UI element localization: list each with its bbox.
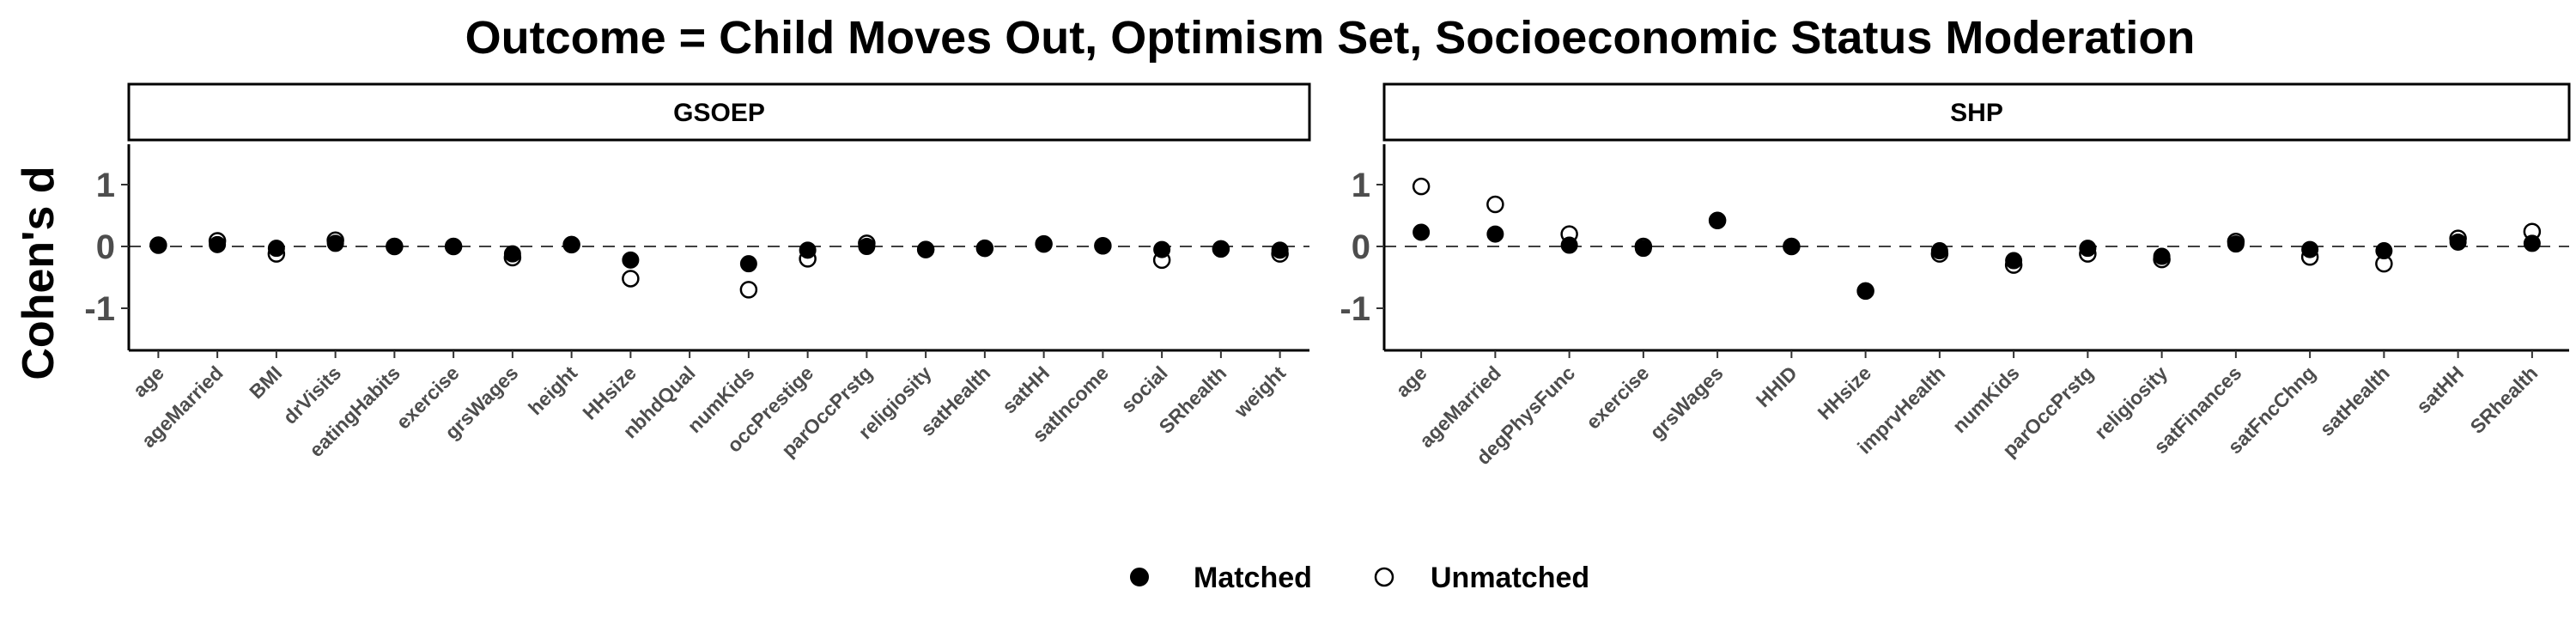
x-tick-label: HHsize (1814, 361, 1876, 424)
strip-box (127, 82, 1311, 142)
point-matched (326, 234, 344, 252)
point-matched (1930, 242, 1948, 260)
point-unmatched (622, 270, 640, 288)
x-tick-label: social (1116, 361, 1172, 417)
y-tick-label: -1 (1340, 290, 1370, 328)
point-matched (1153, 240, 1171, 258)
point-unmatched (739, 281, 758, 299)
point-matched (2227, 235, 2245, 253)
point-matched (858, 238, 876, 255)
x-tick-label: grsWages (1645, 361, 1728, 444)
point-matched (1560, 236, 1578, 254)
point-matched (917, 240, 935, 258)
point-matched (445, 238, 463, 255)
point-matched (2301, 240, 2319, 258)
point-matched (1856, 282, 1874, 300)
x-tick-label: age (1391, 361, 1431, 401)
chart-title: Outcome = Child Moves Out, Optimism Set,… (465, 12, 2196, 64)
y-tick-label: -1 (84, 290, 115, 328)
point-matched (799, 241, 817, 259)
point-matched (2523, 234, 2541, 252)
y-tick-label: 0 (1352, 228, 1370, 266)
point-matched (209, 235, 227, 253)
strip-box (1382, 82, 2571, 142)
point-matched (1035, 235, 1053, 253)
legend-key-unmatched (1374, 567, 1394, 587)
point-matched (2079, 240, 2097, 258)
legend-key-matched (1130, 568, 1149, 586)
point-matched (2005, 252, 2023, 270)
legend-label-matched: Matched (1194, 562, 1312, 594)
point-matched (739, 255, 757, 273)
point-matched (562, 235, 580, 253)
point-matched (267, 240, 285, 258)
point-matched (503, 245, 521, 263)
point-matched (622, 251, 640, 269)
y-axis-label: Cohen's d (14, 166, 64, 380)
point-matched (1413, 223, 1431, 241)
x-tick-label: satHealth (2315, 361, 2394, 440)
y-tick-label: 0 (96, 228, 115, 266)
legend-label-unmatched: Unmatched (1431, 562, 1589, 594)
point-matched (149, 236, 167, 254)
point-matched (386, 238, 404, 255)
point-matched (2153, 247, 2171, 265)
x-tick-label: weight (1230, 361, 1291, 422)
point-matched (1783, 238, 1801, 255)
legend: Matched Unmatched (1130, 562, 1589, 594)
y-tick-label: 1 (1352, 167, 1370, 204)
point-matched (1094, 237, 1112, 255)
point-matched (1212, 240, 1230, 258)
x-tick-label: SRhealth (2466, 361, 2543, 438)
point-matched (2375, 242, 2393, 260)
x-tick-label: BMI (245, 361, 286, 403)
point-matched (1634, 240, 1652, 258)
strip-label: GSOEP (673, 99, 765, 127)
x-tick-label: height (524, 361, 581, 419)
point-matched (975, 240, 993, 258)
point-unmatched (1412, 177, 1431, 196)
x-tick-label: satHH (2412, 361, 2468, 417)
y-tick-label: 1 (96, 167, 115, 204)
x-tick-label: satHH (998, 361, 1054, 417)
x-tick-label: age (128, 361, 167, 401)
point-unmatched (1486, 195, 1504, 214)
point-matched (1486, 225, 1504, 243)
point-matched (2449, 233, 2467, 251)
strip-label: SHP (1950, 99, 2003, 127)
point-matched (1709, 211, 1727, 229)
point-matched (1271, 241, 1289, 259)
x-tick-label: HHID (1752, 361, 1801, 411)
x-tick-label: numKids (1948, 361, 2024, 437)
x-tick-label: exercise (1582, 361, 1654, 434)
